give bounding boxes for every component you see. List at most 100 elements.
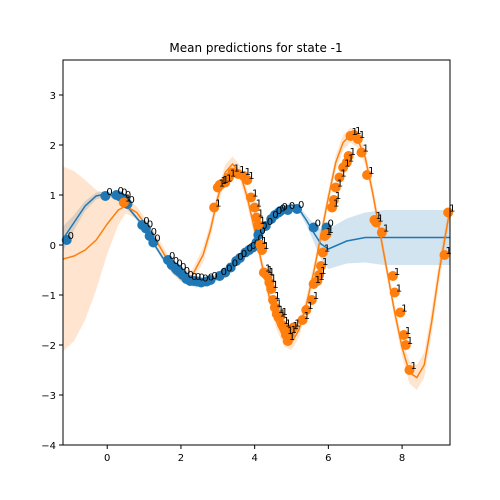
data-point-label: 0 xyxy=(250,241,256,252)
data-point-1 xyxy=(400,340,411,350)
data-point-label: 0 xyxy=(246,244,252,255)
y-tick-label: −2 xyxy=(41,341,56,352)
data-point-label: 0 xyxy=(226,264,232,275)
data-point-label: 0 xyxy=(261,221,267,232)
data-point-label: 1 xyxy=(445,246,451,257)
data-point-1 xyxy=(398,330,409,340)
data-point-label: 0 xyxy=(241,249,247,260)
data-point-1 xyxy=(266,284,277,294)
data-point-1 xyxy=(245,192,256,203)
data-point-1 xyxy=(253,220,264,230)
data-point-1 xyxy=(334,172,345,183)
data-point-1 xyxy=(118,197,129,208)
data-point-1 xyxy=(249,202,260,213)
data-point-1 xyxy=(443,207,454,218)
data-point-label: 1 xyxy=(280,309,286,320)
data-point-label: 1 xyxy=(239,165,245,176)
data-point-label: 1 xyxy=(337,179,343,190)
data-point-label: 0 xyxy=(117,186,123,197)
data-point-1 xyxy=(356,147,367,158)
data-point-label: 1 xyxy=(291,325,297,336)
data-point-0 xyxy=(100,191,111,201)
data-point-1 xyxy=(306,295,317,305)
x-tick-label: 8 xyxy=(399,453,405,464)
data-point-label: 0 xyxy=(237,252,243,263)
data-point-label: 0 xyxy=(68,231,74,242)
data-point-1 xyxy=(275,311,286,321)
data-point-0 xyxy=(205,275,216,285)
data-point-1 xyxy=(395,307,406,318)
data-point-label: 1 xyxy=(351,127,357,138)
y-tick-label: 1 xyxy=(50,191,56,202)
data-point-label: 0 xyxy=(276,206,282,217)
data-point-label: 1 xyxy=(289,332,295,343)
data-point-label: 1 xyxy=(265,264,271,275)
data-point-label: 1 xyxy=(293,321,299,332)
data-point-1 xyxy=(314,270,325,280)
data-point-1 xyxy=(297,315,308,325)
data-point-label: 1 xyxy=(407,336,413,347)
data-point-0 xyxy=(260,221,271,231)
data-point-label: 1 xyxy=(340,169,346,180)
data-point-label: 0 xyxy=(173,256,179,267)
data-point-1 xyxy=(317,247,328,258)
data-point-label: 1 xyxy=(285,319,291,330)
y-tick-label: 3 xyxy=(50,91,56,102)
data-point-label: 1 xyxy=(322,257,328,268)
data-point-label: 1 xyxy=(281,307,287,318)
data-point-0 xyxy=(275,206,286,216)
confidence-band-1 xyxy=(63,127,450,390)
data-point-label: 1 xyxy=(222,175,228,186)
data-point-label: 0 xyxy=(328,219,334,230)
data-point-label: 0 xyxy=(195,272,201,283)
data-point-label: 0 xyxy=(280,204,286,215)
data-point-label: 0 xyxy=(154,234,160,245)
data-point-label: 0 xyxy=(202,274,208,285)
data-point-1 xyxy=(251,212,262,223)
x-tick-label: 0 xyxy=(104,453,110,464)
data-point-label: 0 xyxy=(151,227,157,238)
data-point-label: 0 xyxy=(187,270,193,281)
data-point-label: 1 xyxy=(125,194,131,205)
data-point-label: 1 xyxy=(307,301,313,312)
data-point-label: 0 xyxy=(258,234,264,245)
data-point-label: 1 xyxy=(355,126,361,137)
data-point-label: 0 xyxy=(129,195,135,206)
data-point-label: 1 xyxy=(363,144,369,155)
data-point-label: 1 xyxy=(326,227,332,238)
plot-frame xyxy=(62,59,451,446)
data-point-label: 0 xyxy=(272,210,278,221)
data-point-1 xyxy=(387,271,398,281)
data-point-label: 0 xyxy=(211,271,217,282)
y-tick-label: −3 xyxy=(41,391,56,402)
data-point-label: 1 xyxy=(278,305,284,316)
data-point-label: 0 xyxy=(147,220,153,231)
chart-title: Mean predictions for state -1 xyxy=(169,41,342,55)
data-point-label: 0 xyxy=(121,188,127,199)
data-point-label: 1 xyxy=(226,174,232,185)
confidence-bands xyxy=(63,127,450,390)
data-point-label: 0 xyxy=(281,202,287,213)
data-point-label: 0 xyxy=(298,200,304,211)
data-point-label: 1 xyxy=(320,266,326,277)
data-point-label: 0 xyxy=(184,266,190,277)
x-tick-label: 6 xyxy=(325,453,331,464)
data-point-label: 1 xyxy=(267,265,273,276)
data-point-label: 1 xyxy=(252,189,258,200)
data-point-label: 1 xyxy=(261,236,267,247)
data-point-label: 1 xyxy=(215,199,221,210)
data-point-0 xyxy=(292,204,303,214)
data-point-label: 1 xyxy=(315,275,321,286)
data-point-1 xyxy=(343,151,354,161)
data-point-label: 1 xyxy=(258,209,264,220)
data-point-label: 1 xyxy=(304,311,310,322)
data-point-label: 0 xyxy=(106,187,112,198)
data-point-label: 1 xyxy=(449,204,455,215)
data-point-1 xyxy=(327,202,338,213)
data-point-label: 1 xyxy=(368,166,374,177)
data-point-label: 1 xyxy=(350,147,356,158)
data-point-label: 1 xyxy=(287,326,293,337)
data-point-label: 1 xyxy=(394,267,400,278)
